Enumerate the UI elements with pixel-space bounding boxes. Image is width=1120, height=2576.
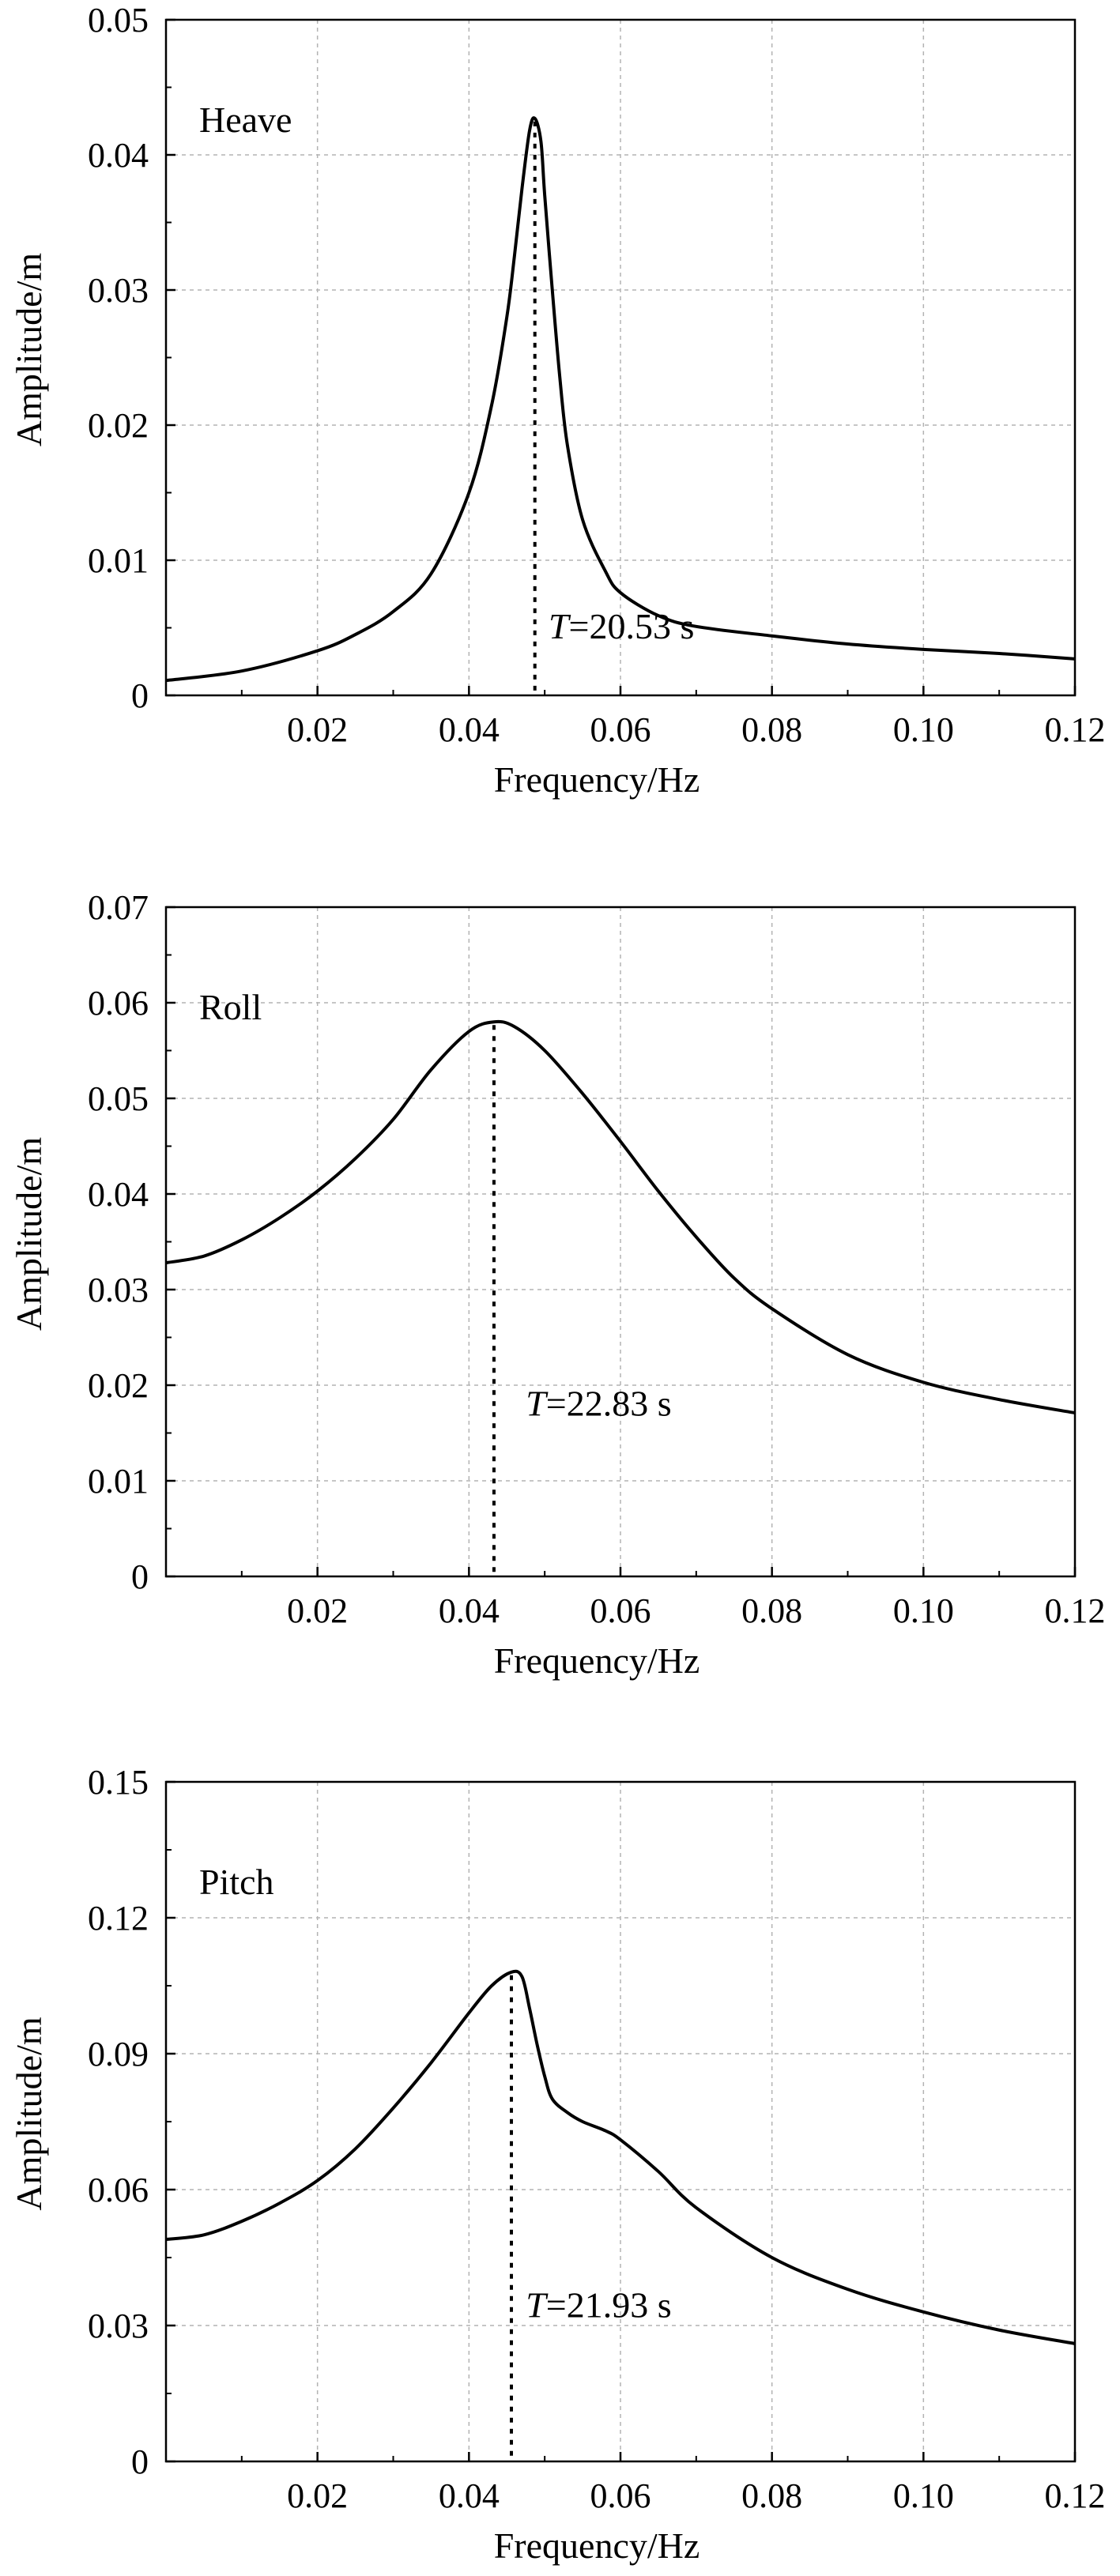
period-value: =20.53 s <box>569 606 695 646</box>
panel-label: Roll <box>199 987 262 1027</box>
x-tick-label: 0.06 <box>590 2476 651 2515</box>
panel-label: Heave <box>199 100 292 140</box>
series-line <box>165 1969 1076 2345</box>
period-symbol: T <box>526 2285 549 2326</box>
series-line <box>165 1019 1076 1415</box>
x-tick-label: 0.08 <box>741 2476 802 2515</box>
x-tick-label: 0.10 <box>893 710 954 749</box>
period-value: =22.83 s <box>546 1384 672 1424</box>
x-axis-title: Frequency/Hz <box>494 1640 700 1681</box>
chart-panel-roll: 0.02 0.04 0.06 0.08 0.10 0.12 0 0.01 0.02 0.03 0.0… <box>9 888 1106 1681</box>
y-tick-label: 0 <box>131 2442 149 2481</box>
chart-panel-pitch: 0.02 0.04 0.06 0.08 0.10 0.12 0 0.03 0.06 0.09 0.1… <box>9 1763 1106 2566</box>
period-value: =21.93 s <box>546 2285 672 2326</box>
y-tick-label: 0.02 <box>88 1366 149 1405</box>
chart-panel-heave: 0.02 0.04 0.06 0.08 0.10 0.12 0 0.01 0.02 0.03 0.0… <box>9 1 1106 800</box>
y-tick-label: 0.03 <box>88 1271 149 1309</box>
y-tick-label: 0.06 <box>88 984 149 1022</box>
y-tick-label: 0.05 <box>88 1079 149 1118</box>
y-tick-label: 0.05 <box>88 1 149 40</box>
y-tick-label: 0.03 <box>88 2307 149 2345</box>
x-tick-label: 0.02 <box>287 1591 348 1630</box>
y-tick-label: 0.02 <box>88 406 149 445</box>
y-axis-title: Amplitude/m <box>9 253 49 447</box>
y-tick-label: 0.06 <box>88 2171 149 2209</box>
period-annotation: T=21.93 s <box>526 2285 671 2326</box>
x-tick-label: 0.08 <box>741 1591 802 1630</box>
x-axis-title: Frequency/Hz <box>494 759 700 800</box>
period-annotation: T=22.83 s <box>526 1384 671 1424</box>
period-symbol: T <box>526 1384 549 1424</box>
x-tick-label: 0.04 <box>439 1591 500 1630</box>
y-tick-label: 0 <box>131 1557 149 1596</box>
x-tick-label: 0.06 <box>590 710 651 749</box>
period-annotation: T=20.53 s <box>549 606 694 646</box>
y-axis-title: Amplitude/m <box>9 1137 49 1331</box>
x-tick-label: 0.06 <box>590 1591 651 1630</box>
x-tick-label: 0.04 <box>439 710 500 749</box>
x-tick-label: 0.12 <box>1045 1591 1106 1630</box>
x-axis-title: Frequency/Hz <box>494 2525 700 2566</box>
y-tick-label: 0.01 <box>88 1462 149 1501</box>
x-tick-label: 0.12 <box>1045 710 1106 749</box>
series-line <box>165 116 1076 683</box>
y-tick-label: 0 <box>131 676 149 715</box>
x-tick-label: 0.10 <box>893 1591 954 1630</box>
y-tick-label: 0.04 <box>88 1175 149 1214</box>
panel-label: Pitch <box>199 1862 274 1902</box>
y-tick-label: 0.09 <box>88 2035 149 2073</box>
x-tick-label: 0.02 <box>287 2476 348 2515</box>
y-tick-label: 0.01 <box>88 541 149 580</box>
period-symbol: T <box>549 606 571 646</box>
x-tick-label: 0.02 <box>287 710 348 749</box>
y-tick-label: 0.15 <box>88 1763 149 1802</box>
y-axis-title: Amplitude/m <box>9 2017 49 2211</box>
x-tick-label: 0.10 <box>893 2476 954 2515</box>
x-tick-label: 0.04 <box>439 2476 500 2515</box>
y-tick-label: 0.03 <box>88 271 149 310</box>
y-tick-label: 0.04 <box>88 136 149 175</box>
y-tick-label: 0.12 <box>88 1899 149 1938</box>
y-tick-label: 0.07 <box>88 888 149 927</box>
x-tick-label: 0.08 <box>741 710 802 749</box>
x-tick-label: 0.12 <box>1045 2476 1106 2515</box>
